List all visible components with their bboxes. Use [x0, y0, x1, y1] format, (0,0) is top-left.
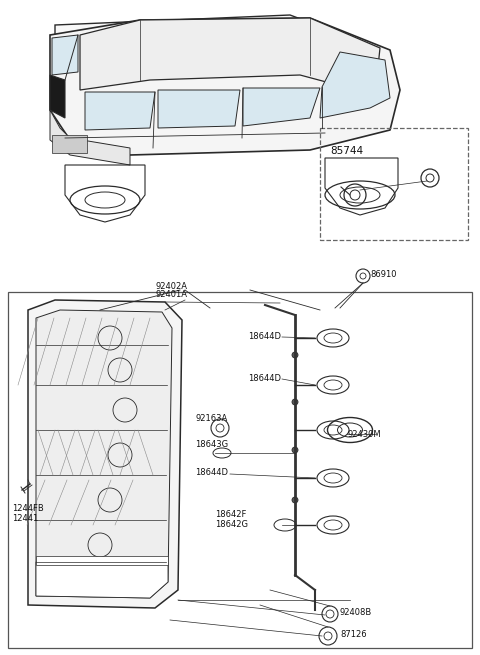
Text: 87126: 87126 [340, 630, 367, 639]
Text: 18642F: 18642F [215, 510, 246, 519]
Bar [320, 128, 468, 240]
Text: 85744: 85744 [330, 146, 363, 156]
Polygon shape [36, 556, 168, 565]
Polygon shape [158, 90, 240, 128]
Polygon shape [52, 35, 78, 75]
Polygon shape [36, 562, 168, 598]
Text: 86910: 86910 [370, 270, 396, 279]
Text: 12441: 12441 [12, 514, 38, 523]
Circle shape [292, 497, 298, 503]
Polygon shape [85, 92, 155, 130]
Text: 18643G: 18643G [195, 440, 228, 449]
Text: 18644D: 18644D [248, 332, 281, 341]
Polygon shape [50, 110, 130, 165]
Polygon shape [320, 52, 390, 118]
Text: 18642G: 18642G [215, 520, 248, 529]
Polygon shape [50, 18, 400, 155]
Text: 92430M: 92430M [348, 430, 382, 439]
Circle shape [292, 352, 298, 358]
Text: 92402A: 92402A [155, 282, 187, 291]
Polygon shape [36, 310, 172, 598]
Polygon shape [28, 300, 182, 608]
Bar [52, 135, 87, 153]
Text: 92163A: 92163A [195, 414, 227, 423]
Polygon shape [55, 15, 370, 100]
Text: 92408B: 92408B [340, 608, 372, 617]
Polygon shape [50, 75, 65, 118]
Text: 92401A: 92401A [155, 290, 187, 299]
Text: 1244FB: 1244FB [12, 504, 44, 513]
Polygon shape [80, 18, 380, 95]
Text: 18644D: 18644D [195, 468, 228, 477]
Text: 18644D: 18644D [248, 374, 281, 383]
Polygon shape [243, 88, 320, 126]
Circle shape [292, 399, 298, 405]
Bar [8, 292, 472, 648]
Circle shape [292, 447, 298, 453]
